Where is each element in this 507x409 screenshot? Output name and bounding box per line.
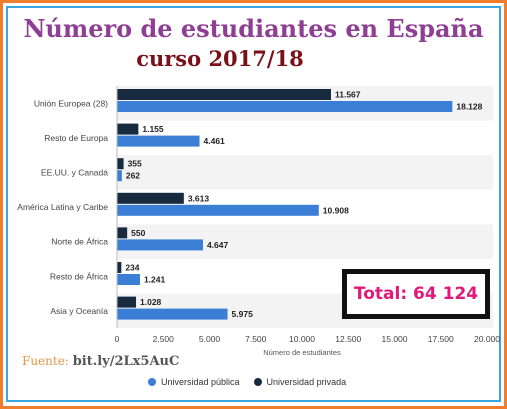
data-label: 10.908	[323, 205, 349, 215]
legend-label-publica: Universidad pública	[161, 377, 240, 387]
bar	[117, 227, 128, 239]
x-tick-label: 20.000	[474, 334, 500, 344]
category-label: Unión Europea (28)	[34, 98, 108, 108]
category-label: EE.UU. y Canadá	[41, 168, 108, 178]
data-label: 4.647	[207, 240, 229, 250]
bar	[117, 158, 124, 170]
bar	[117, 170, 122, 182]
bar	[117, 308, 228, 320]
data-label: 11.567	[335, 90, 361, 100]
data-label: 18.128	[456, 102, 482, 112]
row-band	[117, 155, 493, 190]
data-label: 1.155	[142, 124, 164, 134]
bar	[117, 296, 137, 308]
x-tick-label: 5.000	[199, 334, 221, 344]
x-tick-label: 10.000	[289, 334, 315, 344]
legend-item-publica[interactable]: Universidad pública	[148, 377, 240, 387]
x-tick-label: 17.500	[428, 334, 454, 344]
category-label: Norte de África	[51, 237, 108, 247]
data-label: 262	[126, 171, 140, 181]
data-label: 550	[131, 228, 145, 238]
total-label: Total: 64 124	[353, 284, 479, 304]
chart-legend: Universidad pública Universidad privada	[148, 377, 346, 387]
x-tick-label: 15.000	[382, 334, 408, 344]
total-box: Total: 64 124	[342, 269, 490, 319]
category-label: Asia y Oceanía	[50, 306, 108, 316]
bar	[117, 192, 184, 204]
chart-title: Número de estudiantes en España	[23, 14, 484, 43]
x-axis-title: Número de estudiantes	[263, 348, 341, 357]
x-tick-label: 0	[115, 334, 120, 344]
bar	[117, 274, 140, 285]
data-label: 3.613	[188, 193, 210, 203]
source-link[interactable]: bit.ly/2Lx5AuC	[72, 354, 180, 369]
bar	[117, 123, 139, 135]
legend-label-privada: Universidad privada	[266, 377, 347, 387]
bar	[117, 204, 319, 216]
bar	[117, 262, 122, 273]
x-tick-label: 12.500	[335, 334, 361, 344]
bar	[117, 135, 200, 147]
bar	[117, 101, 453, 112]
bar	[117, 239, 203, 251]
source-label: Fuente:	[22, 354, 69, 368]
inner-frame	[6, 6, 501, 402]
x-tick-label: 7.500	[245, 334, 267, 344]
legend-item-privada[interactable]: Universidad privada	[253, 377, 347, 387]
data-label: 355	[128, 159, 142, 169]
data-label: 5.975	[232, 309, 254, 319]
bar	[117, 89, 331, 100]
chart-subtitle: curso 2017/18	[136, 46, 304, 71]
source-note: Fuente: bit.ly/2Lx5AuC	[22, 354, 179, 369]
legend-dot-publica	[148, 378, 156, 386]
x-tick-label: 2.500	[153, 334, 175, 344]
category-label: Resto de África	[50, 271, 108, 281]
data-label: 1.028	[140, 297, 162, 307]
data-label: 1.241	[144, 275, 166, 285]
category-label: América Latina y Caribe	[17, 202, 108, 212]
category-label: Resto de Europa	[44, 133, 108, 143]
legend-dot-privada	[253, 378, 262, 386]
data-label: 234	[125, 263, 139, 273]
data-label: 4.461	[204, 136, 226, 146]
